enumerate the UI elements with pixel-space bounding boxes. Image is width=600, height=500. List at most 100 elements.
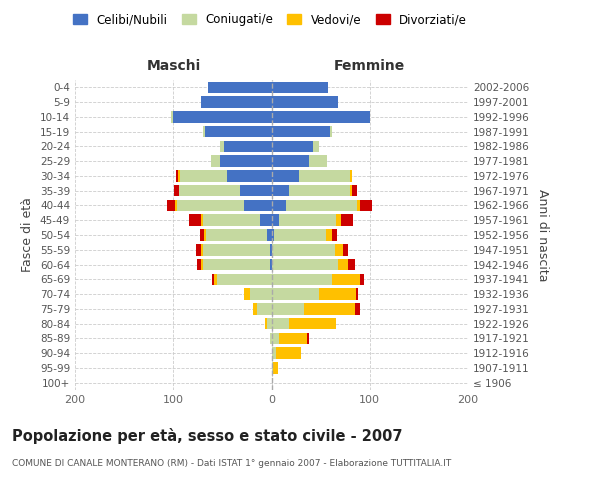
Bar [211, 156, 220, 167]
Bar [337, 214, 341, 226]
Bar [331, 126, 332, 138]
Bar [352, 185, 357, 196]
Bar [269, 259, 271, 270]
Bar [271, 348, 277, 359]
Y-axis label: Fasce di età: Fasce di età [22, 198, 34, 272]
Bar [271, 362, 274, 374]
Bar [200, 229, 204, 241]
Bar [265, 318, 266, 330]
Bar [224, 140, 271, 152]
Bar [274, 229, 326, 241]
Bar [208, 82, 271, 93]
Bar [257, 303, 271, 314]
Bar [271, 185, 289, 196]
Bar [203, 244, 269, 256]
Bar [350, 185, 352, 196]
Bar [204, 229, 206, 241]
Bar [201, 259, 203, 270]
Text: Femmine: Femmine [334, 58, 405, 72]
Bar [280, 332, 307, 344]
Bar [332, 274, 360, 285]
Bar [201, 96, 271, 108]
Bar [201, 244, 203, 256]
Bar [177, 200, 244, 211]
Bar [250, 288, 271, 300]
Bar [277, 348, 301, 359]
Bar [253, 303, 257, 314]
Bar [307, 332, 309, 344]
Bar [212, 274, 214, 285]
Bar [203, 126, 205, 138]
Bar [173, 111, 271, 122]
Bar [269, 244, 271, 256]
Bar [271, 140, 313, 152]
Bar [220, 156, 271, 167]
Bar [360, 274, 364, 285]
Bar [266, 229, 271, 241]
Bar [271, 126, 331, 138]
Bar [271, 288, 319, 300]
Bar [271, 96, 338, 108]
Bar [271, 82, 328, 93]
Bar [271, 259, 338, 270]
Bar [205, 126, 271, 138]
Bar [244, 200, 271, 211]
Bar [360, 200, 372, 211]
Bar [174, 185, 179, 196]
Bar [201, 214, 203, 226]
Bar [179, 185, 240, 196]
Bar [271, 318, 289, 330]
Bar [197, 259, 201, 270]
Bar [289, 318, 337, 330]
Bar [356, 288, 358, 300]
Bar [271, 244, 335, 256]
Bar [309, 156, 326, 167]
Bar [271, 303, 304, 314]
Bar [280, 214, 337, 226]
Y-axis label: Anni di nascita: Anni di nascita [536, 188, 549, 281]
Bar [313, 140, 319, 152]
Bar [286, 200, 357, 211]
Bar [341, 214, 353, 226]
Bar [271, 332, 280, 344]
Bar [214, 274, 217, 285]
Bar [203, 259, 269, 270]
Bar [176, 170, 178, 181]
Bar [227, 170, 271, 181]
Bar [244, 288, 250, 300]
Bar [326, 229, 332, 241]
Legend: Celibi/Nubili, Coniugati/e, Vedovi/e, Divorziati/e: Celibi/Nubili, Coniugati/e, Vedovi/e, Di… [68, 8, 472, 31]
Bar [260, 214, 271, 226]
Bar [271, 200, 286, 211]
Bar [319, 288, 356, 300]
Text: Popolazione per età, sesso e stato civile - 2007: Popolazione per età, sesso e stato civil… [12, 428, 403, 444]
Bar [240, 185, 271, 196]
Bar [189, 214, 201, 226]
Bar [196, 244, 201, 256]
Text: Maschi: Maschi [146, 58, 200, 72]
Bar [299, 170, 350, 181]
Bar [289, 185, 350, 196]
Bar [271, 156, 309, 167]
Bar [271, 170, 299, 181]
Bar [335, 244, 343, 256]
Bar [271, 111, 370, 122]
Bar [178, 170, 180, 181]
Bar [271, 214, 280, 226]
Bar [180, 170, 227, 181]
Bar [274, 362, 278, 374]
Bar [206, 229, 266, 241]
Bar [355, 303, 360, 314]
Bar [175, 200, 177, 211]
Bar [348, 259, 355, 270]
Bar [304, 303, 355, 314]
Bar [220, 140, 224, 152]
Bar [271, 229, 274, 241]
Bar [343, 244, 348, 256]
Bar [167, 200, 175, 211]
Bar [332, 229, 337, 241]
Bar [269, 332, 271, 344]
Bar [171, 111, 173, 122]
Bar [203, 214, 260, 226]
Bar [338, 259, 348, 270]
